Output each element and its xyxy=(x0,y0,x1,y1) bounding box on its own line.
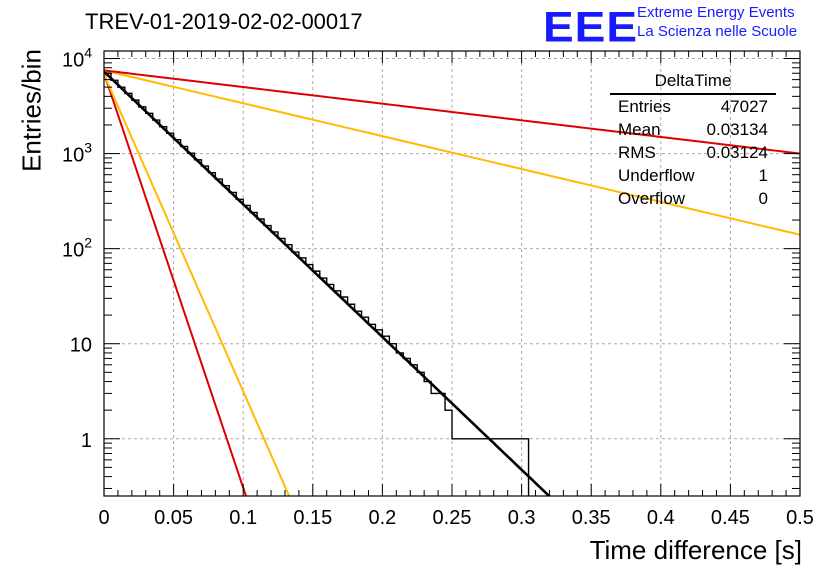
fit-curve xyxy=(104,74,291,496)
stats-value: 0.03124 xyxy=(706,143,768,162)
stats-box: DeltaTime Entries 47027 Mean 0.03134 RMS… xyxy=(610,71,776,210)
y-tick-exponent: 4 xyxy=(84,45,92,61)
stats-row: Overflow 0 xyxy=(610,187,776,210)
stats-value: 1 xyxy=(758,166,768,185)
x-tick-label: 0.2 xyxy=(368,507,396,529)
chart-title: TREV-01-2019-02-02-00017 xyxy=(85,9,363,34)
x-tick-label: 0.15 xyxy=(293,507,332,529)
stats-value: 47027 xyxy=(720,97,768,116)
x-tick-label: 0.5 xyxy=(786,507,814,529)
stats-label: Mean xyxy=(618,120,661,139)
stats-label: Overflow xyxy=(618,189,686,208)
stats-row: Underflow 1 xyxy=(610,164,776,187)
logo-line-2: La Scienza nelle Scuole xyxy=(637,23,798,40)
y-tick-base: 10 xyxy=(62,50,84,72)
stats-value: 0 xyxy=(758,189,768,208)
histogram-steps xyxy=(104,72,530,496)
x-tick-label: 0 xyxy=(98,507,109,529)
stats-label: Entries xyxy=(618,97,671,116)
y-tick-label: 102 xyxy=(62,235,92,262)
y-axis-label: Entries/bin xyxy=(16,49,47,172)
stats-box-title: DeltaTime xyxy=(610,71,776,95)
fit-curve xyxy=(104,70,552,496)
logo-line-1: Extreme Energy Events xyxy=(637,4,795,21)
y-tick-exponent: 2 xyxy=(84,235,92,251)
x-tick-label: 0.3 xyxy=(508,507,536,529)
eee-logo: EEE xyxy=(543,2,639,51)
y-tick-base: 10 xyxy=(62,145,84,167)
x-tick-label: 0.4 xyxy=(647,507,675,529)
x-tick-label: 0.25 xyxy=(433,507,472,529)
stats-row: RMS 0.03124 xyxy=(610,141,776,164)
y-tick-label: 1 xyxy=(81,430,92,452)
y-tick-base: 10 xyxy=(62,240,84,262)
stats-row: Mean 0.03134 xyxy=(610,118,776,141)
y-tick-label: 104 xyxy=(62,45,92,72)
fit-curve xyxy=(104,72,247,496)
x-tick-label: 0.1 xyxy=(229,507,257,529)
stats-label: RMS xyxy=(618,143,656,162)
stats-row: Entries 47027 xyxy=(610,95,776,118)
fit-curve xyxy=(104,69,800,236)
x-tick-label: 0.35 xyxy=(572,507,611,529)
y-tick-label: 103 xyxy=(62,140,92,167)
x-tick-label: 0.45 xyxy=(711,507,750,529)
y-tick-label: 10 xyxy=(70,335,92,357)
stats-label: Underflow xyxy=(618,166,695,185)
x-axis-label: Time difference [s] xyxy=(589,535,802,565)
x-tick-label: 0.05 xyxy=(154,507,193,529)
fit-curve xyxy=(104,69,800,155)
y-tick-exponent: 3 xyxy=(84,140,92,156)
stats-value: 0.03134 xyxy=(706,120,768,139)
data-layer xyxy=(104,69,800,496)
